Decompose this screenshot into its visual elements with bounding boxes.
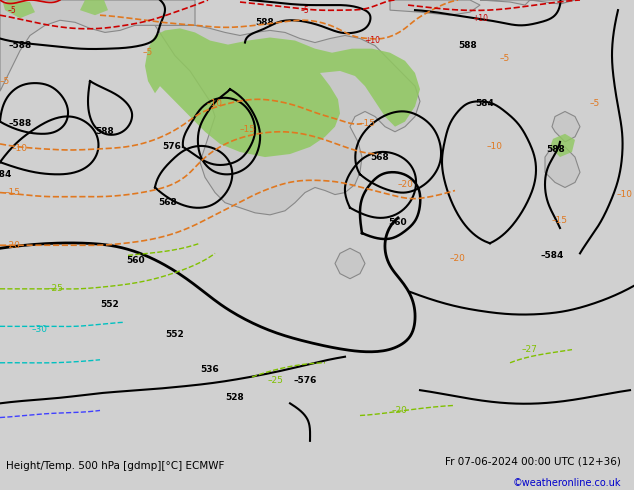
Text: 560: 560 <box>127 256 145 265</box>
Polygon shape <box>390 0 480 15</box>
Text: –27: –27 <box>522 345 538 354</box>
Polygon shape <box>480 0 530 5</box>
Text: –588: –588 <box>8 119 32 128</box>
Text: +10: +10 <box>364 36 380 45</box>
Text: –5: –5 <box>301 5 309 15</box>
Text: Height/Temp. 500 hPa [gdmp][°C] ECMWF: Height/Temp. 500 hPa [gdmp][°C] ECMWF <box>6 461 224 471</box>
Polygon shape <box>335 248 365 279</box>
Text: 584: 584 <box>476 99 495 108</box>
Text: 560: 560 <box>389 219 407 227</box>
Polygon shape <box>3 0 35 18</box>
Text: –30: –30 <box>32 325 48 334</box>
Text: 528: 528 <box>226 393 244 402</box>
Text: –15: –15 <box>552 217 568 225</box>
Text: 568: 568 <box>158 198 178 207</box>
Polygon shape <box>545 147 580 188</box>
Polygon shape <box>530 0 575 4</box>
Text: ©weatheronline.co.uk: ©weatheronline.co.uk <box>513 478 621 489</box>
Polygon shape <box>550 134 575 157</box>
Text: –10: –10 <box>207 99 223 108</box>
Polygon shape <box>155 25 420 215</box>
Text: 588: 588 <box>256 18 275 27</box>
Text: –5: –5 <box>143 48 153 57</box>
Text: 536: 536 <box>200 366 219 374</box>
Text: –5: –5 <box>590 99 600 108</box>
Text: –10: –10 <box>12 145 28 153</box>
Text: –15: –15 <box>5 188 21 197</box>
Text: –10: –10 <box>487 143 503 151</box>
Polygon shape <box>552 112 580 142</box>
Text: 576: 576 <box>162 143 181 151</box>
Text: –584: –584 <box>540 251 564 260</box>
Text: –20: –20 <box>450 254 466 263</box>
Text: 588: 588 <box>547 146 566 154</box>
Text: 568: 568 <box>371 152 389 162</box>
Text: –588: –588 <box>8 41 32 50</box>
Text: –5: –5 <box>500 54 510 63</box>
Text: –20: –20 <box>392 406 408 415</box>
Text: Fr 07-06-2024 00:00 UTC (12+36): Fr 07-06-2024 00:00 UTC (12+36) <box>446 456 621 466</box>
Text: +10: +10 <box>472 14 488 23</box>
Text: 588: 588 <box>96 127 114 136</box>
Text: 552: 552 <box>165 330 184 339</box>
Polygon shape <box>0 0 195 91</box>
Text: –576: –576 <box>294 375 317 385</box>
Text: –15: –15 <box>240 125 256 134</box>
Text: –10: –10 <box>617 190 633 199</box>
Text: –5: –5 <box>8 5 16 15</box>
Text: –15: –15 <box>360 119 376 128</box>
Polygon shape <box>145 28 420 157</box>
Text: –20: –20 <box>5 241 21 250</box>
Text: 588: 588 <box>458 41 477 50</box>
Text: –584: –584 <box>0 170 11 179</box>
Text: –25: –25 <box>47 284 63 294</box>
Polygon shape <box>80 0 108 15</box>
Text: 552: 552 <box>101 299 119 309</box>
Text: –5: –5 <box>0 76 10 86</box>
Text: –20: –20 <box>397 180 413 189</box>
Text: –25: –25 <box>267 375 283 385</box>
